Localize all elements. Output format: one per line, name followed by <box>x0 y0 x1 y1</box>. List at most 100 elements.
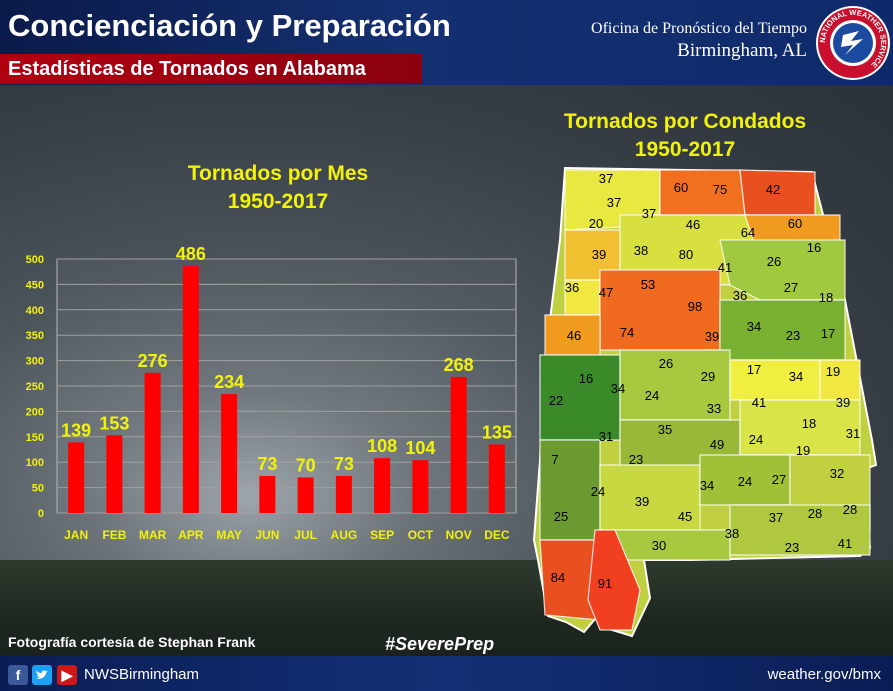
county-value-label: 26 <box>767 254 781 269</box>
county-value-label: 39 <box>705 329 719 344</box>
county-value-label: 25 <box>554 509 568 524</box>
x-tick-label: JUN <box>255 528 279 542</box>
bar <box>374 458 391 513</box>
county-value-label: 37 <box>599 171 613 186</box>
county-value-label: 19 <box>826 364 840 379</box>
x-tick-label: SEP <box>370 528 394 542</box>
nws-logo: NATIONAL WEATHER SERVICE <box>816 6 890 80</box>
bar <box>412 460 429 513</box>
county-value-label: 34 <box>747 319 761 334</box>
county-value-label: 37 <box>642 206 656 221</box>
county-value-label: 36 <box>565 280 579 295</box>
county-value-label: 24 <box>645 388 659 403</box>
bar-value-label: 153 <box>99 413 129 433</box>
bar-value-label: 276 <box>138 351 168 371</box>
bar-value-label: 268 <box>444 355 474 375</box>
county-value-label: 41 <box>838 536 852 551</box>
map-subtitle: 1950-2017 <box>634 138 736 161</box>
website-link[interactable]: weather.gov/bmx <box>767 666 881 683</box>
county-value-label: 32 <box>830 466 844 481</box>
bar <box>221 394 238 513</box>
y-tick-label: 450 <box>26 279 44 291</box>
background-ground <box>0 560 893 656</box>
county-value-label: 26 <box>659 356 673 371</box>
facebook-icon[interactable]: f <box>8 665 28 685</box>
county-value-label: 29 <box>701 369 715 384</box>
county-value-label: 37 <box>607 195 621 210</box>
county-value-label: 39 <box>635 494 649 509</box>
county-value-label: 42 <box>766 182 780 197</box>
county-value-label: 49 <box>710 437 724 452</box>
county-value-label: 19 <box>796 443 810 458</box>
bar <box>259 475 276 513</box>
county-value-label: 16 <box>579 371 593 386</box>
county-value-label: 31 <box>846 426 860 441</box>
bar <box>106 435 123 513</box>
x-tick-label: JUL <box>294 528 317 542</box>
map-title: Tornados por Condados 1950-2017 <box>520 108 850 164</box>
x-tick-label: AUG <box>331 528 358 542</box>
county-value-label: 23 <box>786 328 800 343</box>
youtube-icon[interactable]: ▶ <box>57 665 77 685</box>
bar <box>182 266 199 513</box>
county-value-label: 46 <box>686 217 700 232</box>
x-tick-label: NOV <box>446 528 472 542</box>
county-value-label: 28 <box>843 502 857 517</box>
bar-value-label: 70 <box>296 455 316 475</box>
county-value-label: 41 <box>718 260 732 275</box>
twitter-handle[interactable]: NWSBirmingham <box>84 666 200 683</box>
bar-value-label: 73 <box>334 454 354 474</box>
county-value-label: 36 <box>733 288 747 303</box>
bar <box>450 376 467 513</box>
photo-credit: Fotografía cortesía de Stephan Frank <box>8 634 256 650</box>
bar-value-label: 139 <box>61 420 91 440</box>
bar <box>144 372 161 513</box>
y-tick-label: 300 <box>26 356 44 368</box>
x-tick-label: MAR <box>139 528 167 542</box>
county-value-label: 37 <box>769 510 783 525</box>
bar-value-label: 486 <box>176 244 206 264</box>
bar-chart-title: Tornados por Mes 1950-2017 <box>140 160 416 216</box>
x-tick-label: MAY <box>216 528 242 542</box>
bar-value-label: 135 <box>482 422 512 442</box>
county-value-label: 23 <box>785 540 799 555</box>
county-value-label: 35 <box>658 422 672 437</box>
hashtag[interactable]: #SeverePrep <box>385 634 495 654</box>
county-region <box>729 504 871 556</box>
county-value-label: 98 <box>688 299 702 314</box>
x-tick-label: OCT <box>408 528 434 542</box>
county-value-label: 34 <box>789 369 803 384</box>
subtitle-bar <box>0 54 422 84</box>
x-tick-label: FEB <box>102 528 126 542</box>
county-value-label: 74 <box>620 325 634 340</box>
county-value-label: 33 <box>707 401 721 416</box>
bar <box>68 442 85 513</box>
county-value-label: 64 <box>741 225 755 240</box>
county-value-label: 28 <box>808 506 822 521</box>
county-region <box>729 359 821 401</box>
county-value-label: 45 <box>678 509 692 524</box>
county-region <box>599 464 701 541</box>
county-value-label: 38 <box>634 243 648 258</box>
county-value-label: 24 <box>591 484 605 499</box>
y-tick-label: 500 <box>26 254 44 266</box>
county-value-label: 24 <box>738 474 752 489</box>
twitter-icon[interactable] <box>32 665 52 685</box>
county-value-label: 60 <box>788 216 802 231</box>
county-value-label: 34 <box>700 478 714 493</box>
county-value-label: 75 <box>713 182 727 197</box>
y-tick-label: 350 <box>26 330 44 342</box>
bar <box>335 475 352 513</box>
page-title: Concienciación y Preparación <box>8 8 451 43</box>
y-tick-label: 400 <box>26 305 44 317</box>
y-tick-label: 50 <box>32 483 44 495</box>
x-tick-label: DEC <box>484 528 510 542</box>
office-city: Birmingham, AL <box>677 40 807 61</box>
county-value-label: 22 <box>549 393 563 408</box>
county-value-label: 34 <box>611 381 625 396</box>
bar-value-label: 108 <box>367 436 397 456</box>
county-value-label: 7 <box>551 452 558 467</box>
county-value-label: 17 <box>747 362 761 377</box>
county-value-label: 39 <box>592 247 606 262</box>
